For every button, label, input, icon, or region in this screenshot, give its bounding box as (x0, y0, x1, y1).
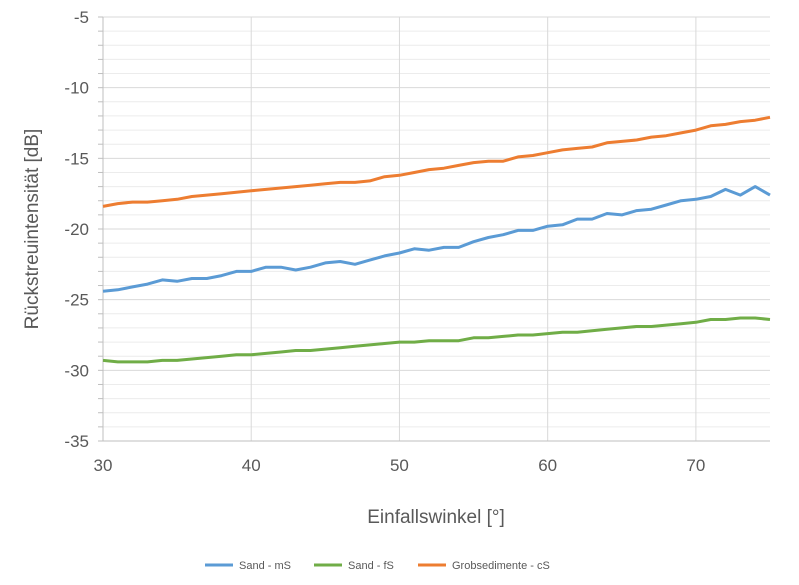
y-tick-label: -5 (74, 8, 89, 27)
legend-label: Grobsedimente - cS (452, 560, 550, 572)
x-tick-label: 30 (94, 456, 113, 475)
y-tick-label: -25 (64, 291, 89, 310)
y-tick-label: -20 (64, 220, 89, 239)
y-tick-label: -15 (64, 149, 89, 168)
y-tick-label: -30 (64, 361, 89, 380)
y-tick-labels: -5 -10 -15 -20 -25 -30 -35 (64, 8, 89, 451)
legend: Sand - mS Sand - fS Grobsedimente - cS (205, 560, 550, 572)
series-lines (102, 115, 771, 364)
series-line-sand-ms (102, 185, 771, 293)
legend-item: Sand - mS (205, 560, 291, 572)
series-line-sand-fs (102, 316, 771, 364)
y-tick-label: -35 (64, 432, 89, 451)
legend-item: Sand - fS (314, 560, 394, 572)
y-axis-label: Rückstreuintensität [dB] (22, 129, 43, 330)
x-tick-labels: 30 40 50 60 70 (94, 456, 706, 475)
x-tick-label: 60 (538, 456, 557, 475)
x-tick-label: 40 (242, 456, 261, 475)
series-line-grobsedimente-cs (102, 115, 771, 208)
x-tick-label: 70 (686, 456, 705, 475)
legend-label: Sand - fS (348, 560, 394, 572)
x-axis-label: Einfallswinkel [°] (367, 507, 504, 528)
legend-label: Sand - mS (239, 560, 291, 572)
x-tick-label: 50 (390, 456, 409, 475)
y-tick-label: -10 (64, 79, 89, 98)
gridlines (98, 16, 770, 442)
legend-item: Grobsedimente - cS (418, 560, 550, 572)
